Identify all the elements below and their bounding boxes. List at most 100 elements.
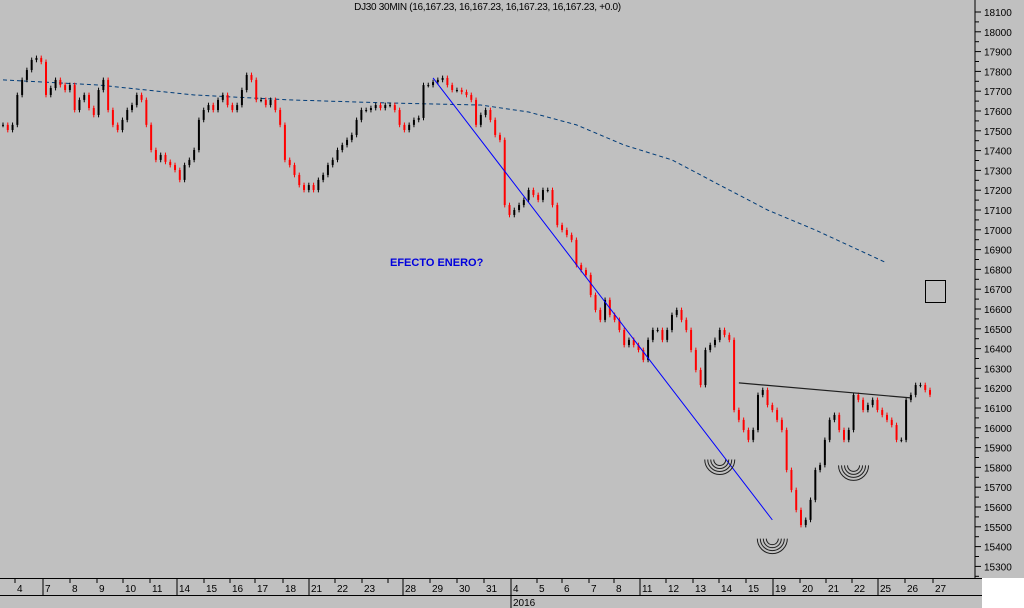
candle-body [88,94,91,109]
candle-body [623,329,626,346]
resistance-line [738,382,911,399]
day-tick-label: 9 [99,584,105,595]
arc-marker [756,538,788,555]
candle-body [661,329,664,340]
candle-body [814,469,817,500]
candle-body [656,329,659,331]
candle-body [799,509,802,526]
price-tick-label: 15800 [984,463,1012,474]
candle-body [30,59,33,71]
candle [541,187,544,203]
candle [795,487,798,513]
candle [503,137,506,208]
candle-body [264,99,267,106]
candle [30,57,33,73]
day-tick-label: 12 [668,584,680,595]
candle-body [498,134,501,140]
candle [197,117,200,153]
candle [718,327,721,343]
candle [699,367,702,388]
candle [245,72,248,93]
candle-body [389,105,392,107]
candle-body [584,269,587,275]
price-tick-label: 17600 [984,107,1012,118]
candle [537,192,540,203]
candle-body [283,124,286,160]
candle-body [408,124,411,131]
day-tick-label: 21 [828,584,840,595]
price-tick-label: 17300 [984,166,1012,177]
arc [844,465,864,475]
candle-body [776,409,779,420]
candle-body [451,85,454,91]
candle [838,412,841,433]
candle-body [131,105,134,111]
candle [833,412,836,423]
price-tick-label: 16900 [984,246,1012,257]
candle-body [135,94,138,106]
candle [623,327,626,348]
candle [293,162,296,178]
arc-marker [704,459,736,475]
candle-body [929,389,931,395]
candle-body [116,124,119,131]
candle [733,337,736,413]
candle-body [226,94,229,106]
candle-body [441,77,444,80]
candle [412,117,415,128]
candle-body [866,405,869,410]
price-axis-bg [975,0,1024,578]
day-tick-label: 23 [364,584,376,595]
candle-body [121,119,124,131]
candle-body [541,190,544,200]
price-tick-label: 18100 [984,8,1012,19]
day-tick-label: 4 [513,584,519,595]
candle [422,82,425,121]
day-tick-label: 18 [285,584,297,595]
price-tick-label: 17700 [984,87,1012,98]
candle-body [723,329,726,335]
candle [288,157,291,168]
candle [498,132,501,143]
price-tick-label: 16400 [984,345,1012,356]
candle-body [422,85,425,118]
candle [436,77,439,85]
candle [780,417,783,433]
candle [905,397,908,443]
candle [475,97,478,128]
candle [799,507,802,528]
candle [135,92,138,108]
rectangle-marker [925,280,946,303]
candle [207,102,210,113]
candle-body [494,119,497,135]
candle-body [647,339,650,360]
candle-body [756,394,759,430]
year-label: 2016 [513,598,536,608]
candle [408,122,411,133]
candle-body [675,309,678,315]
candle [465,89,468,98]
candle-body [479,114,482,125]
candle-body [670,314,673,330]
candle [49,85,52,98]
candle-body [231,105,234,111]
candle-body [761,389,764,395]
candle [785,427,788,473]
candle-body [771,405,774,410]
candle-body [326,165,329,175]
candle-body [83,94,86,100]
candle-body [833,414,836,420]
candle [121,117,124,133]
candle-body [207,105,210,111]
candle-body [274,99,277,111]
candle [680,307,683,323]
candle-body [169,161,172,166]
candle [231,102,234,113]
candle-body [164,154,167,162]
candle-body [202,110,205,120]
candle-body [260,99,263,101]
candle-body [766,389,769,406]
price-tick-label: 17100 [984,206,1012,217]
day-tick-label: 21 [311,584,323,595]
candle [264,97,267,108]
